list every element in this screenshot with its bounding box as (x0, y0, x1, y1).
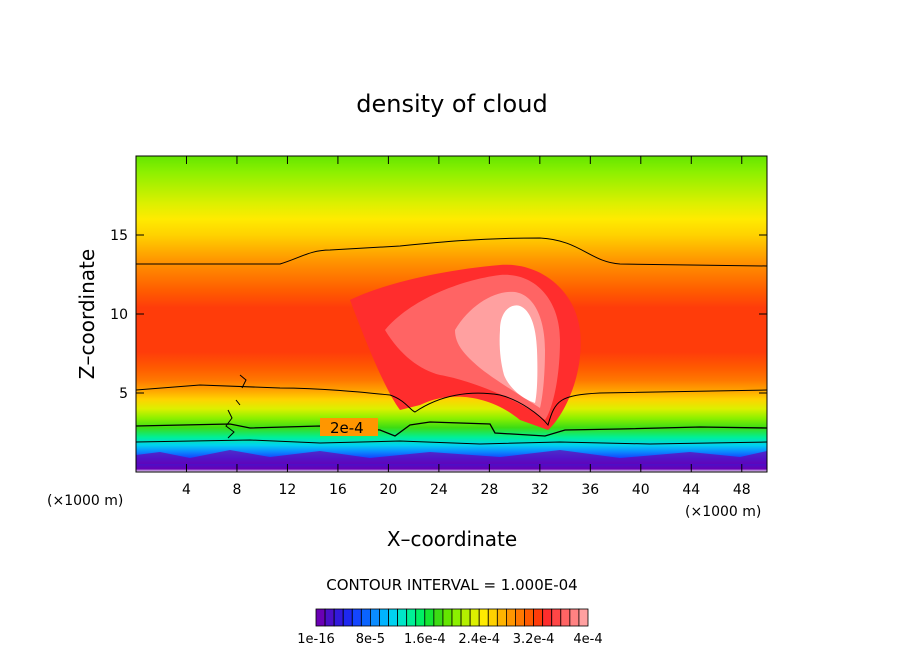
colorbar-swatch (369, 608, 380, 627)
colorbar-tick-label: 2.4e-4 (458, 632, 500, 647)
x-tick-label: 20 (379, 482, 397, 498)
y-axis: 5 10 15 (110, 228, 767, 402)
colorbar-swatch (397, 608, 408, 627)
y-tick-label: 10 (110, 307, 128, 323)
x-axis: 4 8 12 16 20 24 28 32 36 40 44 48 (182, 156, 751, 498)
colorbar-tick-label: 1e-16 (297, 632, 335, 647)
colorbar-swatch (487, 608, 498, 627)
colorbar-labels: 1e-16 8e-5 1.6e-4 2.4e-4 3.2e-4 4e-4 (297, 632, 602, 647)
colorbar-tick-label: 4e-4 (573, 632, 602, 647)
x-axis-label: X–coordinate (387, 527, 517, 551)
x-tick-label: 40 (632, 482, 650, 498)
colorbar-swatch (533, 608, 544, 627)
colorbar-swatch (578, 608, 589, 627)
colorbar-swatch (496, 608, 507, 627)
x-unit-left: (×1000 m) (47, 493, 123, 509)
x-tick-label: 12 (279, 482, 297, 498)
colorbar-swatch (524, 608, 534, 627)
colorbar-swatch (315, 608, 326, 627)
y-tick-label: 15 (110, 228, 128, 244)
colorbar-swatch (406, 608, 417, 627)
colorbar-swatch (415, 608, 426, 627)
colorbar-tick-label: 1.6e-4 (404, 632, 446, 647)
colorbar-swatch (424, 608, 435, 627)
colorbar-swatch (505, 608, 516, 627)
contour-speckles (225, 374, 247, 439)
chart-title: density of cloud (356, 90, 547, 118)
colorbar-swatch (433, 608, 444, 627)
colorbar-swatch (478, 608, 489, 627)
colorbar-swatch (388, 608, 398, 627)
x-tick-label: 16 (329, 482, 347, 498)
colorbar-swatch (460, 608, 471, 627)
colorbar-swatch (342, 608, 353, 627)
contour-line-base (136, 439, 767, 445)
colorbar-tick-label: 8e-5 (356, 632, 385, 647)
colorbar-swatch (442, 608, 453, 627)
colorbar-swatch (469, 608, 480, 627)
colorbar-swatch (569, 608, 580, 627)
x-tick-label: 48 (733, 482, 751, 498)
x-tick-label: 4 (182, 482, 191, 498)
cloud-plume-core (499, 305, 538, 403)
colorbar-swatch (515, 608, 525, 627)
x-tick-label: 44 (682, 482, 700, 498)
contour-label: 2e-4 (330, 419, 364, 437)
colorbar-swatch (560, 608, 571, 627)
x-tick-label: 24 (430, 482, 448, 498)
colorbar-tick-label: 3.2e-4 (513, 632, 555, 647)
colorbar (315, 608, 589, 627)
x-tick-label: 36 (581, 482, 599, 498)
plot-area: 2e-4 (136, 156, 767, 472)
colorbar-swatch (542, 608, 553, 627)
y-tick-label: 5 (119, 386, 128, 402)
colorbar-swatch (379, 608, 389, 627)
colorbar-swatch (360, 608, 371, 627)
contour-interval-label: CONTOUR INTERVAL = 1.000E-04 (326, 576, 577, 594)
surface-noise (136, 450, 767, 464)
colorbar-swatch (324, 608, 335, 627)
colorbar-swatch (333, 608, 344, 627)
colorbar-swatch (551, 608, 562, 627)
contour-line-2e-4 (136, 421, 767, 437)
y-axis-label: Z–coordinate (75, 249, 99, 379)
x-tick-label: 28 (480, 482, 498, 498)
contour-line-lower (136, 384, 767, 427)
x-tick-label: 8 (232, 482, 241, 498)
colorbar-swatch (451, 608, 462, 627)
x-unit-right: (×1000 m) (685, 504, 761, 520)
x-tick-label: 32 (531, 482, 549, 498)
contour-line-upper (136, 237, 767, 267)
colorbar-swatch (351, 608, 362, 627)
